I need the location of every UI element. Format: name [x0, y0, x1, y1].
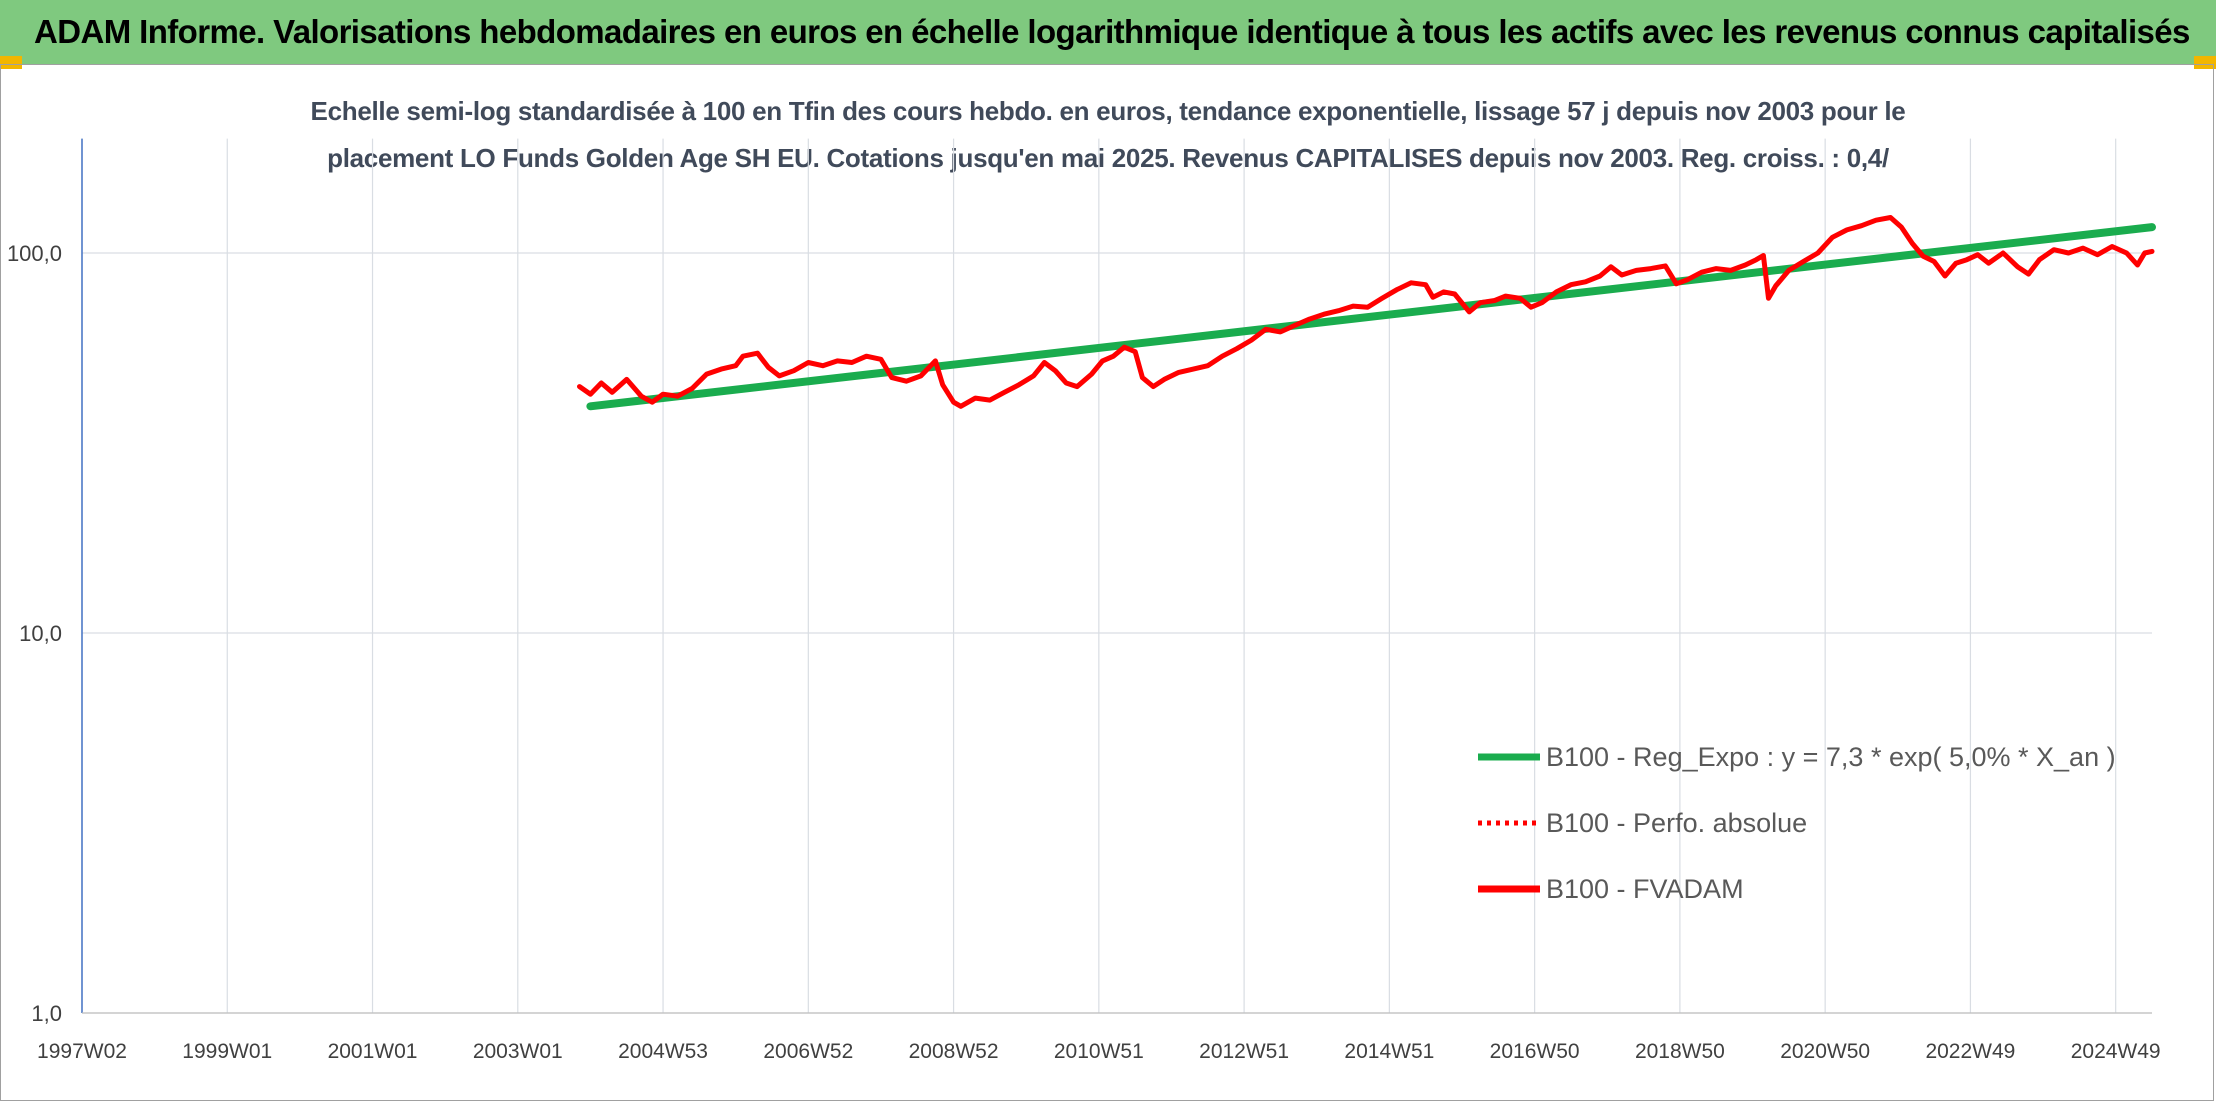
x-tick-label: 1999W01	[182, 1040, 272, 1063]
header-band	[0, 0, 2216, 64]
x-tick-label: 2010W51	[1054, 1040, 1144, 1063]
corner-mark-right	[2194, 56, 2216, 69]
y-tick-label: 10,0	[19, 621, 62, 646]
corner-mark-left	[0, 56, 22, 69]
y-tick-label: 100,0	[7, 241, 62, 266]
x-tick-label: 2012W51	[1199, 1040, 1289, 1063]
chart-title-line-1: Echelle semi-log standardisée à 100 en T…	[310, 96, 1906, 126]
y-tick-label: 1,0	[31, 1001, 62, 1026]
chart-frame	[0, 64, 2214, 1101]
x-tick-label: 2018W50	[1635, 1040, 1725, 1063]
legend-label: B100 - FVADAM	[1546, 874, 1744, 904]
grid-layer	[81, 138, 2152, 1014]
x-tick-label: 2014W51	[1344, 1040, 1434, 1063]
series-layer	[577, 215, 2156, 411]
x-tick-label: 2004W53	[618, 1040, 708, 1063]
chart-title-line-2: placement LO Funds Golden Age SH EU. Cot…	[327, 143, 1889, 173]
series-line-0	[586, 223, 2156, 411]
axis-layer: 1,0 10,0 100,0 1997W02 1999W01 2001W01 2003W01…	[7, 138, 2161, 1063]
legend: B100 - Reg_Expo : y = 7,3 * exp( 5,0% * …	[1478, 742, 2116, 904]
x-tick-label: 2022W49	[1925, 1040, 2015, 1063]
x-tick-label: 1997W02	[37, 1040, 127, 1063]
x-tick-label: 2006W52	[763, 1040, 853, 1063]
page-title: ADAM Informe. Valorisations hebdomadaire…	[34, 13, 2190, 50]
x-tick-label: 2024W49	[2071, 1040, 2161, 1063]
x-tick-label: 2001W01	[328, 1040, 418, 1063]
x-tick-label: 2003W01	[473, 1040, 563, 1063]
series-line-2	[577, 215, 2155, 409]
x-tick-label: 2020W50	[1780, 1040, 1870, 1063]
legend-label: B100 - Perfo. absolue	[1546, 808, 1807, 838]
x-tick-label: 2008W52	[909, 1040, 999, 1063]
legend-label: B100 - Reg_Expo : y = 7,3 * exp( 5,0% * …	[1546, 742, 2116, 772]
x-tick-label: 2016W50	[1490, 1040, 1580, 1063]
